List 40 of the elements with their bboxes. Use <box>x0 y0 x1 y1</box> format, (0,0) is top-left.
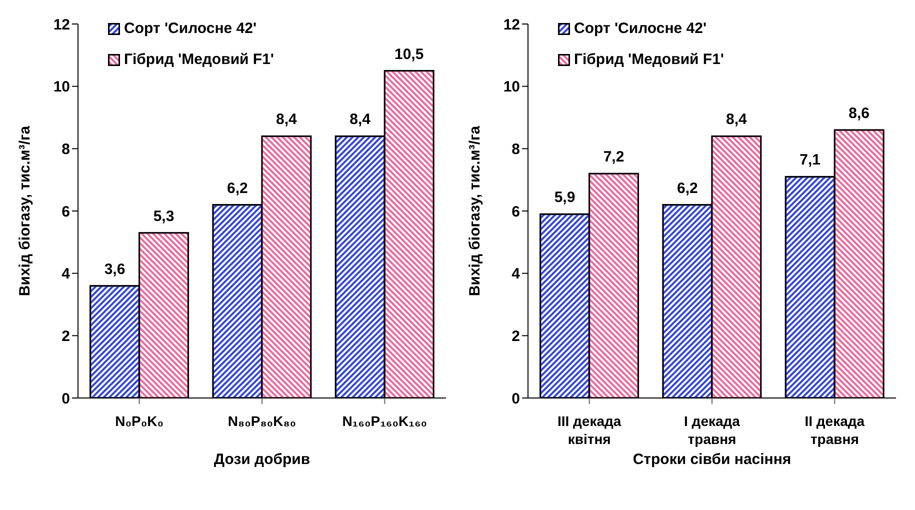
data-label: 8,4 <box>276 111 298 128</box>
y-tick-label: 8 <box>512 140 520 158</box>
legend-label: Гібрид 'Медовий F1' <box>124 51 274 68</box>
data-label: 5,3 <box>153 208 174 225</box>
y-axis-title: Вихід біогазу, тис.м³/га <box>16 125 34 296</box>
y-tick-label: 0 <box>62 390 70 408</box>
y-tick-label: 4 <box>62 266 71 283</box>
x-tick-label: I декада травня <box>684 413 740 447</box>
y-axis-title: Вихід біогазу, тис.м³/га <box>466 125 484 296</box>
data-label: 8,4 <box>726 111 748 128</box>
x-axis-title: Дози добрив <box>214 451 310 468</box>
data-label: 3,6 <box>104 260 126 278</box>
legend-label: Сорт 'Силосне 42' <box>574 20 707 37</box>
data-label: 5,9 <box>554 189 576 206</box>
data-label: 7,2 <box>603 148 624 166</box>
legend-label: Гібрид 'Медовий F1' <box>574 51 724 68</box>
y-tick-label: 0 <box>512 390 520 408</box>
y-tick-label: 6 <box>62 203 70 220</box>
x-tick-label: N₁₆₀P₁₆₀K₁₆₀ <box>342 413 428 429</box>
legend-label: Сорт 'Силосне 42' <box>124 20 257 37</box>
x-axis-title: Строки сівби насіння <box>632 451 792 468</box>
y-tick-label: 10 <box>53 78 70 96</box>
y-tick-label: 12 <box>53 16 70 34</box>
x-tick-label: III декада квітня <box>557 413 622 447</box>
data-label: 8,4 <box>350 111 372 128</box>
y-tick-label: 10 <box>503 78 520 96</box>
data-label: 7,1 <box>800 152 821 169</box>
y-tick-label: 4 <box>512 266 521 283</box>
data-label: 10,5 <box>394 46 424 63</box>
y-tick-label: 2 <box>512 328 520 345</box>
x-tick-label: II декада травня <box>804 413 865 447</box>
data-label: 6,2 <box>677 180 698 197</box>
x-tick-label: N₈₀P₈₀K₈₀ <box>228 413 296 429</box>
x-tick-label: N₀P₀K₀ <box>115 413 164 429</box>
data-label: 8,6 <box>848 104 870 122</box>
y-tick-label: 6 <box>512 203 520 220</box>
y-tick-label: 8 <box>62 140 70 158</box>
data-label: 6,2 <box>227 180 248 197</box>
y-tick-label: 12 <box>503 16 520 34</box>
y-tick-label: 2 <box>62 328 70 345</box>
